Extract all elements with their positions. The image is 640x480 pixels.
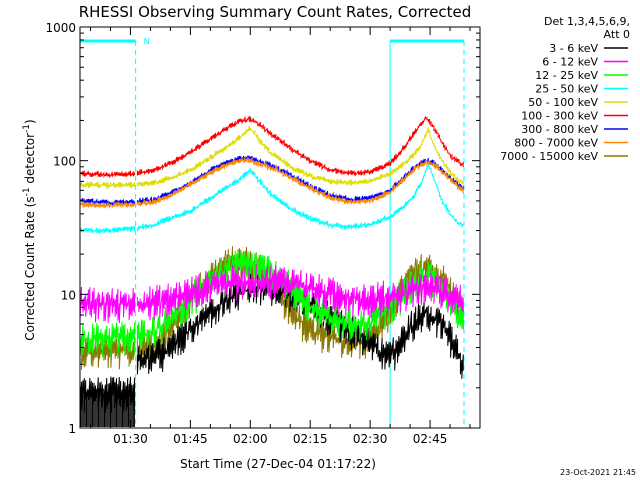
axes: 01:30 01:45 02:00 02:15 02:30 02:45 1 10 100 1000 [45, 21, 481, 446]
series-trace [79, 263, 464, 324]
series-3 [79, 163, 464, 235]
y-axis-label-mid: detector [23, 133, 37, 188]
legend-label: 3 - 6 keV [549, 42, 598, 55]
timestamp-label: 23-Oct-2021 21:45 [560, 468, 636, 477]
x-tick-label: 01:45 [173, 432, 208, 446]
x-tick-label: 02:15 [293, 432, 328, 446]
legend-label: 25 - 50 keV [535, 83, 598, 96]
series-4 [79, 125, 464, 190]
series-trace [79, 157, 464, 209]
y-axis-label: Corrected Count Rate (s-1 detector-1) [22, 119, 37, 340]
x-axis-label: Start Time (27-Dec-04 01:17:22) [180, 457, 376, 471]
series-trace [79, 116, 464, 179]
series-trace [79, 125, 464, 190]
series-7 [79, 157, 464, 209]
chart-title: RHESSI Observing Summary Count Rates, Co… [79, 3, 472, 21]
night-marker-label: N [144, 37, 150, 46]
legend-label: 50 - 100 keV [528, 96, 598, 109]
y-tick-label: 100 [53, 155, 76, 169]
y-axis-label-sup2: -1 [22, 124, 32, 133]
y-tick-label: 1000 [45, 21, 76, 35]
legend-attenuator: Att 0 [604, 28, 630, 41]
y-axis-label-sup1: -1 [22, 187, 32, 196]
series-trace [79, 163, 464, 235]
legend-label: 800 - 7000 keV [514, 137, 598, 150]
y-axis-label-main: Corrected Count Rate (s [23, 196, 37, 340]
legend-label: 12 - 25 keV [535, 69, 598, 82]
x-tick-label: 02:00 [233, 432, 268, 446]
x-tick-label: 02:30 [353, 432, 388, 446]
x-tick-label: 02:45 [413, 432, 448, 446]
legend-title: Det 1,3,4,5,6,9, [544, 15, 630, 28]
y-axis-label-end: ) [23, 119, 37, 124]
y-tick-label: 10 [61, 288, 76, 302]
legend-label: 300 - 800 keV [521, 123, 598, 136]
legend-label: 7000 - 15000 keV [500, 150, 598, 163]
plot-frame [79, 26, 481, 429]
y-tick-label: 1 [68, 422, 76, 436]
x-tick-label: 01:30 [113, 432, 148, 446]
plot-area: N [79, 37, 465, 428]
series-1 [79, 263, 464, 324]
legend-label: 6 - 12 keV [542, 56, 598, 69]
legend-label: 100 - 300 keV [521, 110, 598, 123]
series-5 [79, 116, 464, 179]
